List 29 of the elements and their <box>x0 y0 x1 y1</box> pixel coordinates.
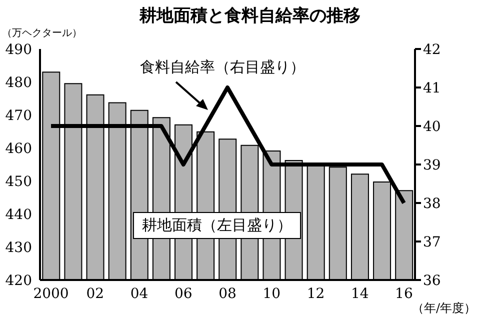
annotation: 耕地面積（左目盛り） <box>133 212 301 239</box>
x-tick-label: 12 <box>306 286 325 302</box>
y2-tick-label: 36 <box>423 272 441 289</box>
y-tick-label: 420 <box>5 272 32 289</box>
y-tick-label: 490 <box>5 42 32 58</box>
x-tick-label: 04 <box>130 286 148 302</box>
chart-title: 耕地面積と食料自給率の推移 <box>138 5 362 27</box>
annotation: 食料自給率（右目盛り） <box>140 58 305 77</box>
x-tick-label: 02 <box>86 286 104 302</box>
y-tick-label: 470 <box>5 108 32 124</box>
y-tick-label: 450 <box>5 174 32 190</box>
y2-tick-label: 41 <box>423 80 441 96</box>
x-tick-label: 2000 <box>33 286 69 302</box>
y-tick-label: 440 <box>5 206 32 223</box>
x-axis-title: （年/年度） <box>412 300 476 317</box>
y2-tick-label: 38 <box>423 196 441 212</box>
x-tick-label: 06 <box>174 286 192 302</box>
y-axis-title: （万ヘクタール） <box>2 27 82 40</box>
y2-tick-label: 40 <box>423 118 441 135</box>
y-tick-label: 430 <box>5 240 32 256</box>
y2-tick-label: 39 <box>423 157 441 174</box>
y-tick-label: 460 <box>5 140 32 157</box>
x-tick-label: 16 <box>395 286 413 302</box>
x-tick-label: 14 <box>350 286 369 302</box>
y2-tick-label: 42 <box>423 42 441 58</box>
y-tick-label: 480 <box>5 74 32 91</box>
x-tick-label: 10 <box>262 286 281 302</box>
y2-tick-label: 37 <box>423 234 441 250</box>
x-tick-label: 08 <box>218 286 236 302</box>
